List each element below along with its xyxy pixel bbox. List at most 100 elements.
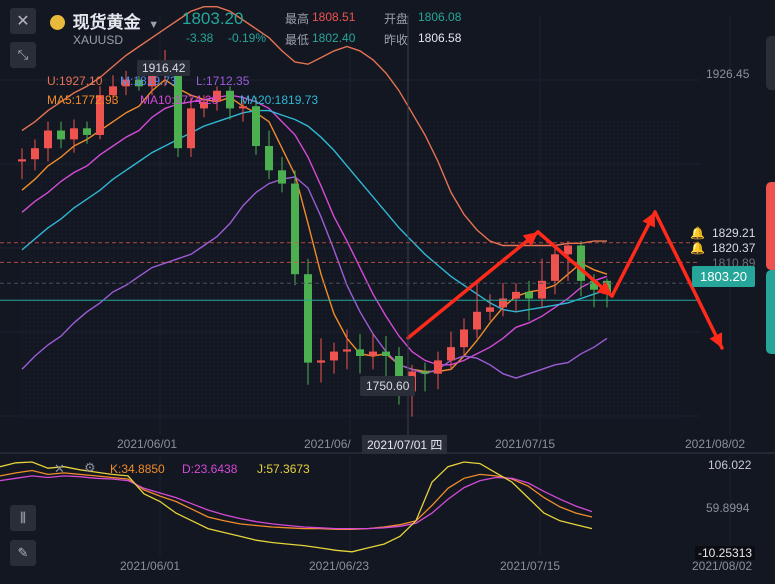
- xaxis-label: 2021/07/15: [495, 437, 556, 451]
- candle-body: [343, 349, 351, 352]
- candle-body: [512, 291, 520, 299]
- current-price-tag: 1803.20: [692, 266, 755, 287]
- buy-side-tab[interactable]: [766, 270, 775, 354]
- prev-close-value: 1806.58: [418, 31, 462, 45]
- high-value: 1808.51: [312, 10, 356, 24]
- candle-body: [473, 311, 481, 330]
- low-label: 最低: [285, 33, 310, 47]
- candle-body: [122, 79, 130, 87]
- sub-xaxis-label: 2021/06/01: [120, 559, 181, 573]
- candle-body: [304, 274, 312, 363]
- candle-body: [330, 351, 338, 361]
- forecast-arrow-head: [709, 332, 723, 348]
- alert-bell-icon[interactable]: 🔔: [690, 241, 705, 255]
- legend-ma5: MA5:1772.93: [47, 93, 119, 107]
- dropdown-chevron-icon: ▼: [148, 19, 160, 31]
- candles: [18, 50, 611, 417]
- candle-body: [317, 360, 325, 363]
- title-group[interactable]: 现货黄金 ▼: [50, 8, 159, 33]
- xaxis-label: 2021/08/02: [685, 437, 746, 451]
- open-label: 开盘: [384, 12, 409, 26]
- draw-tool-button[interactable]: ✎: [10, 540, 36, 566]
- hline-label-2: 1820.37: [712, 241, 756, 255]
- low-marker-label: 1750.60: [360, 376, 416, 396]
- instrument-title: 现货黄金: [72, 13, 141, 32]
- kdj-d-value: D:23.6438: [182, 462, 238, 476]
- candle-body: [538, 280, 546, 299]
- kdj-k-value: K:34.8850: [110, 462, 165, 476]
- candle-body: [434, 360, 442, 374]
- candle-body: [213, 90, 221, 102]
- kdj-axis-max: 106.022: [708, 458, 752, 472]
- kdj-j-value: J:57.3673: [257, 462, 310, 476]
- candlestick-icon: ⫼: [20, 510, 26, 525]
- forecast-arrow-segment: [406, 230, 540, 340]
- series-line-boll-l: [21, 176, 608, 379]
- high-marker-label: 1916.42: [137, 60, 191, 76]
- collapse-icon: ⤡: [17, 47, 29, 62]
- price-lines: [0, 242, 700, 301]
- candle-body: [382, 351, 390, 356]
- candle-body: [252, 106, 260, 146]
- candle-body: [148, 73, 156, 87]
- candle-body: [44, 130, 52, 149]
- candle-body: [525, 291, 533, 299]
- low-value: 1802.40: [312, 31, 356, 45]
- price-change: -3.38: [186, 31, 214, 45]
- close-icon: ✕: [16, 13, 30, 30]
- series-line-ma5: [21, 78, 608, 373]
- gold-coin-icon: [50, 15, 65, 30]
- candle-body: [369, 351, 377, 356]
- sub-xaxis-label: 2021/07/15: [500, 559, 561, 573]
- close-button[interactable]: ✕: [10, 8, 36, 34]
- candle-body: [31, 148, 39, 160]
- candle-body: [18, 159, 26, 162]
- forecast-arrow-segment: [610, 210, 657, 298]
- kdj-lines: [0, 461, 593, 553]
- collapse-button[interactable]: ⤡: [10, 42, 36, 68]
- sell-side-tab[interactable]: [766, 182, 775, 270]
- candle-body: [83, 128, 91, 135]
- candle-body: [187, 108, 195, 149]
- candle-body: [239, 106, 247, 109]
- candle-body: [109, 86, 117, 96]
- kdj-close-icon[interactable]: ✕: [54, 461, 65, 476]
- candle-body: [265, 146, 273, 171]
- candle-body: [486, 307, 494, 312]
- kdj-line-d: [0, 475, 593, 530]
- candle-body: [564, 245, 572, 255]
- candle-body: [356, 349, 364, 356]
- kdj-axis-mid: 59.8994: [706, 501, 750, 515]
- open-value: 1806.08: [418, 10, 462, 24]
- candle-body: [70, 128, 78, 140]
- forecast-arrow-segment: [536, 230, 614, 298]
- kdj-grid: [159, 455, 731, 556]
- candle-body: [96, 95, 104, 135]
- alert-bell-icon[interactable]: 🔔: [690, 226, 705, 240]
- forecast-arrows: [406, 210, 724, 350]
- sub-xaxis-label: 2021/08/02: [692, 559, 753, 573]
- pencil-icon: ✎: [17, 545, 29, 560]
- candle-body: [226, 90, 234, 109]
- candle-body: [590, 280, 598, 290]
- candle-body: [577, 245, 585, 281]
- candle-body: [421, 371, 429, 374]
- series-line-ma20: [21, 109, 608, 313]
- candle-body: [447, 347, 455, 361]
- forecast-arrow-head: [642, 212, 655, 228]
- candle-body: [200, 101, 208, 109]
- prev-close-label: 昨收: [384, 33, 409, 47]
- forecast-arrow-segment: [653, 210, 724, 350]
- side-tab-top[interactable]: [766, 36, 775, 90]
- kdj-settings-icon[interactable]: ⚙: [84, 460, 96, 475]
- candle-body: [499, 298, 507, 308]
- price-change-pct: -0.19%: [228, 31, 267, 45]
- candle-body: [551, 254, 559, 281]
- indicator-lines: [21, 5, 608, 379]
- legend-ma10: MA10:1774.26: [140, 93, 219, 107]
- axis-top-label: 1926.45: [706, 67, 750, 81]
- legend-boll-l: L:1712.35: [196, 74, 250, 88]
- candle-type-button[interactable]: ⫼: [10, 505, 36, 531]
- candle-body: [174, 70, 182, 149]
